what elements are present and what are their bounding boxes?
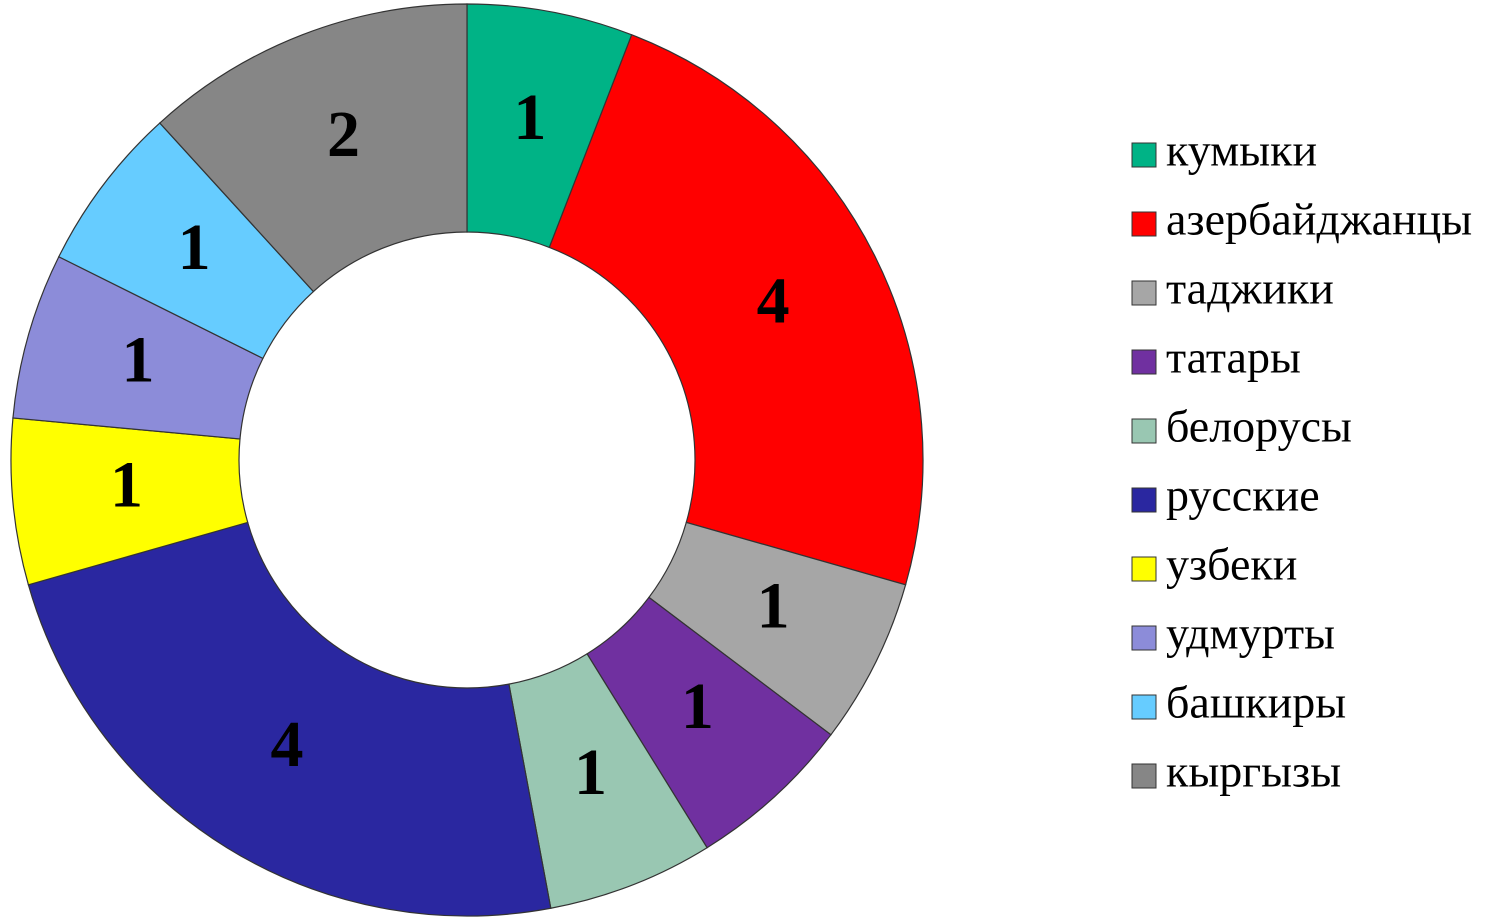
legend-label: русские — [1166, 470, 1320, 521]
legend-label: белорусы — [1166, 401, 1352, 452]
data-label: 4 — [757, 265, 790, 338]
legend-swatch — [1131, 625, 1157, 651]
donut-segment — [27, 521, 552, 917]
data-label: 1 — [681, 670, 714, 743]
data-label: 1 — [574, 736, 607, 809]
legend-swatch — [1131, 694, 1157, 720]
legend-label: таджики — [1166, 263, 1334, 314]
donut-segment — [548, 34, 924, 586]
legend-label: кумыки — [1166, 125, 1317, 176]
data-label: 1 — [110, 449, 143, 522]
legend-swatch — [1131, 142, 1157, 168]
data-label: 4 — [270, 708, 303, 781]
legend-swatch — [1131, 349, 1157, 375]
donut-segment — [158, 3, 468, 293]
data-label: 2 — [327, 98, 360, 171]
legend-label: татары — [1166, 332, 1301, 383]
legend-label: узбеки — [1166, 539, 1297, 590]
legend-label: азербайджанцы — [1166, 194, 1472, 245]
data-label: 1 — [122, 324, 155, 397]
legend-label: удмурты — [1166, 608, 1335, 659]
legend-swatch — [1131, 211, 1157, 237]
legend-swatch — [1131, 418, 1157, 444]
data-label: 1 — [513, 81, 546, 154]
legend-swatch — [1131, 487, 1157, 513]
legend-label: кыргызы — [1166, 746, 1341, 797]
legend-swatch — [1131, 280, 1157, 306]
legend-swatch — [1131, 763, 1157, 789]
legend-label: башкиры — [1166, 677, 1346, 728]
data-label: 1 — [757, 570, 790, 643]
legend-swatch — [1131, 556, 1157, 582]
data-label: 1 — [178, 211, 211, 284]
